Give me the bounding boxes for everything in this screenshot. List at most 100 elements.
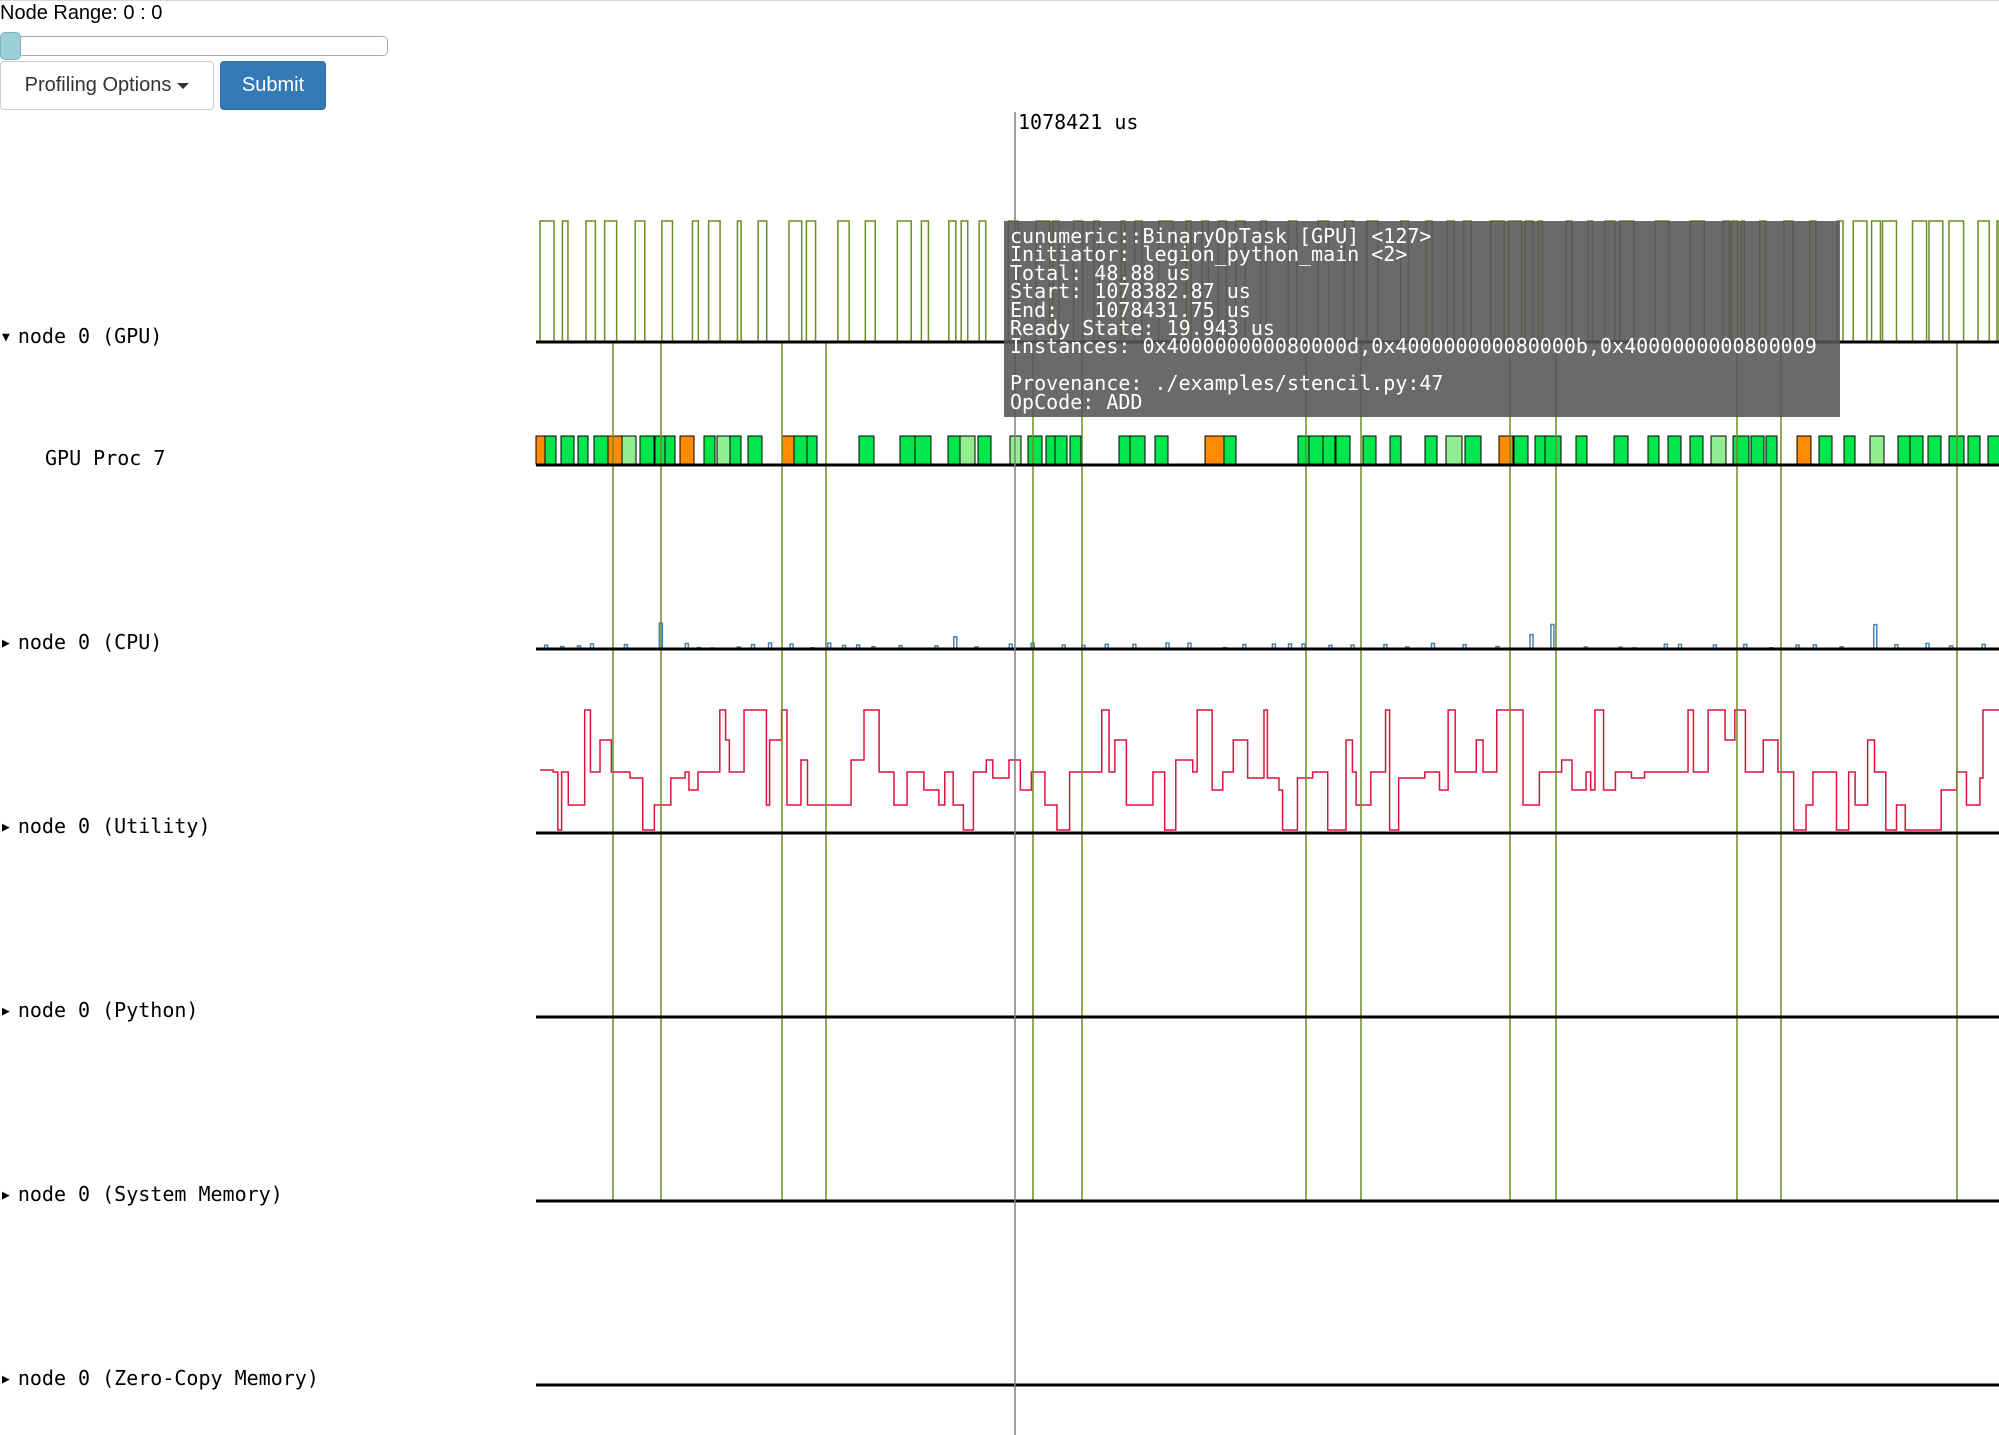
task-bar[interactable] <box>1575 435 1588 465</box>
row-baselines <box>536 340 1999 1387</box>
task-bar[interactable] <box>1464 435 1482 465</box>
task-bar[interactable] <box>1765 435 1778 465</box>
task-bar[interactable] <box>1647 435 1660 465</box>
gpu-proc-task-bars[interactable] <box>535 435 1999 465</box>
row-label-text: node 0 (Python) <box>17 998 199 1022</box>
utility-utilization-line <box>540 709 1999 831</box>
row-label-text: GPU Proc 7 <box>45 446 166 470</box>
task-bar[interactable] <box>703 435 716 465</box>
task-bar[interactable] <box>1424 435 1438 465</box>
task-bar[interactable] <box>1987 435 1999 465</box>
row-label-text: node 0 (Utility) <box>17 814 211 838</box>
profiling-options-label: Profiling Options <box>24 74 172 96</box>
node-range-slider-handle[interactable] <box>0 32 21 60</box>
task-bar[interactable] <box>1967 435 1981 465</box>
task-bar[interactable] <box>560 435 575 465</box>
tooltip-line: Initiator: legion_python_main <2> <box>1010 242 1408 267</box>
node-range-label: Node Range: 0 : 0 <box>0 2 163 24</box>
row-node0-utility[interactable]: ▶ node 0 (Utility) <box>2 814 210 838</box>
task-bar[interactable] <box>1362 435 1377 465</box>
task-bar[interactable] <box>1322 435 1336 465</box>
task-bar[interactable] <box>1118 435 1132 465</box>
row-node0-system-memory[interactable]: ▶ node 0 (System Memory) <box>2 1182 283 1206</box>
task-bar[interactable] <box>1796 435 1812 465</box>
task-bar[interactable] <box>679 435 695 465</box>
tooltip-line: cunumeric::BinaryOpTask [GPU] <127> <box>1010 224 1432 248</box>
tooltip-line: Start: 1078382.87 us <box>1010 279 1251 304</box>
task-bar[interactable] <box>1750 435 1765 465</box>
expand-right-icon[interactable]: ▶ <box>2 1004 10 1019</box>
utility-utilization-plot <box>540 709 1999 831</box>
tooltip-line: OpCode: ADD <box>1010 389 1143 414</box>
task-bar[interactable] <box>1054 435 1068 465</box>
task-bar[interactable] <box>747 435 763 465</box>
task-tooltip: cunumeric::BinaryOpTask [GPU] <127> Init… <box>1004 221 1840 417</box>
task-bar[interactable] <box>639 435 655 465</box>
task-bar[interactable] <box>1069 435 1082 465</box>
caret-down-icon <box>177 82 190 89</box>
task-bar[interactable] <box>1544 435 1562 465</box>
row-node0-zero-copy-memory[interactable]: ▶ node 0 (Zero-Copy Memory) <box>2 1366 319 1390</box>
row-label-text: node 0 (Zero-Copy Memory) <box>17 1366 319 1390</box>
task-bar[interactable] <box>1613 435 1629 465</box>
profiling-options-button[interactable]: Profiling Options <box>0 61 214 110</box>
task-bar[interactable] <box>607 435 623 465</box>
task-bar[interactable] <box>1308 435 1324 465</box>
task-bar[interactable] <box>1732 435 1750 465</box>
cpu-utilization-plot <box>536 622 1999 650</box>
submit-button[interactable]: Submit <box>220 61 326 110</box>
task-bar[interactable] <box>1897 435 1912 465</box>
task-bar[interactable] <box>1927 435 1942 465</box>
task-bar[interactable] <box>577 435 589 465</box>
task-bar[interactable] <box>1027 435 1043 465</box>
task-bar[interactable] <box>544 435 557 465</box>
task-bar[interactable] <box>1335 435 1351 465</box>
task-bar[interactable] <box>1909 435 1924 465</box>
task-bar[interactable] <box>593 435 610 465</box>
tooltip-line: Ready State: 19.943 us <box>1010 315 1275 340</box>
task-bar[interactable] <box>1818 435 1833 465</box>
expand-down-icon[interactable]: ▼ <box>2 330 10 345</box>
tooltip-line: Provenance: ./examples/stencil.py:47 <box>1010 371 1444 396</box>
tooltip-line: Total: 48.88 us <box>1010 260 1191 285</box>
task-bar[interactable] <box>1498 435 1514 465</box>
time-cursor-label: 1078421 us <box>1018 110 1139 134</box>
task-bar[interactable] <box>664 435 676 465</box>
cpu-utilization-line <box>536 622 1999 650</box>
task-bar[interactable] <box>899 435 916 465</box>
row-label-text: node 0 (CPU) <box>17 630 163 654</box>
task-bar[interactable] <box>1689 435 1704 465</box>
task-bar[interactable] <box>1667 435 1682 465</box>
task-bar[interactable] <box>1129 435 1146 465</box>
task-bar[interactable] <box>1513 435 1529 465</box>
task-bar[interactable] <box>806 435 818 465</box>
task-bar[interactable] <box>914 435 932 465</box>
task-bar[interactable] <box>977 435 992 465</box>
task-bar[interactable] <box>959 435 976 465</box>
expand-right-icon[interactable]: ▶ <box>2 1372 10 1387</box>
row-label-text: node 0 (GPU) <box>17 324 163 348</box>
task-bar[interactable] <box>1389 435 1402 465</box>
top-divider <box>0 0 1999 1</box>
row-node0-gpu[interactable]: ▼ node 0 (GPU) <box>2 324 162 348</box>
row-node0-cpu[interactable]: ▶ node 0 (CPU) <box>2 630 162 654</box>
row-gpu-proc-7[interactable]: GPU Proc 7 <box>45 446 165 470</box>
task-bar[interactable] <box>1710 435 1727 465</box>
expand-right-icon[interactable]: ▶ <box>2 820 10 835</box>
task-bar[interactable] <box>1869 435 1885 465</box>
task-bar[interactable] <box>1154 435 1169 465</box>
row-node0-python[interactable]: ▶ node 0 (Python) <box>2 998 198 1022</box>
row-label-text: node 0 (System Memory) <box>17 1182 283 1206</box>
dependency-lines <box>612 342 1958 1201</box>
task-bar[interactable] <box>621 435 637 465</box>
task-bar[interactable] <box>1843 435 1856 465</box>
expand-right-icon[interactable]: ▶ <box>2 1188 10 1203</box>
tooltip-line: Instances: 0x400000000080000d,0x40000000… <box>1010 334 1817 359</box>
task-bar[interactable] <box>1223 435 1237 465</box>
expand-right-icon[interactable]: ▶ <box>2 636 10 651</box>
task-bar[interactable] <box>858 435 875 465</box>
tooltip-line: End: 1078431.75 us <box>1010 297 1251 322</box>
task-bar[interactable] <box>1445 435 1463 465</box>
task-bar[interactable] <box>729 435 742 465</box>
